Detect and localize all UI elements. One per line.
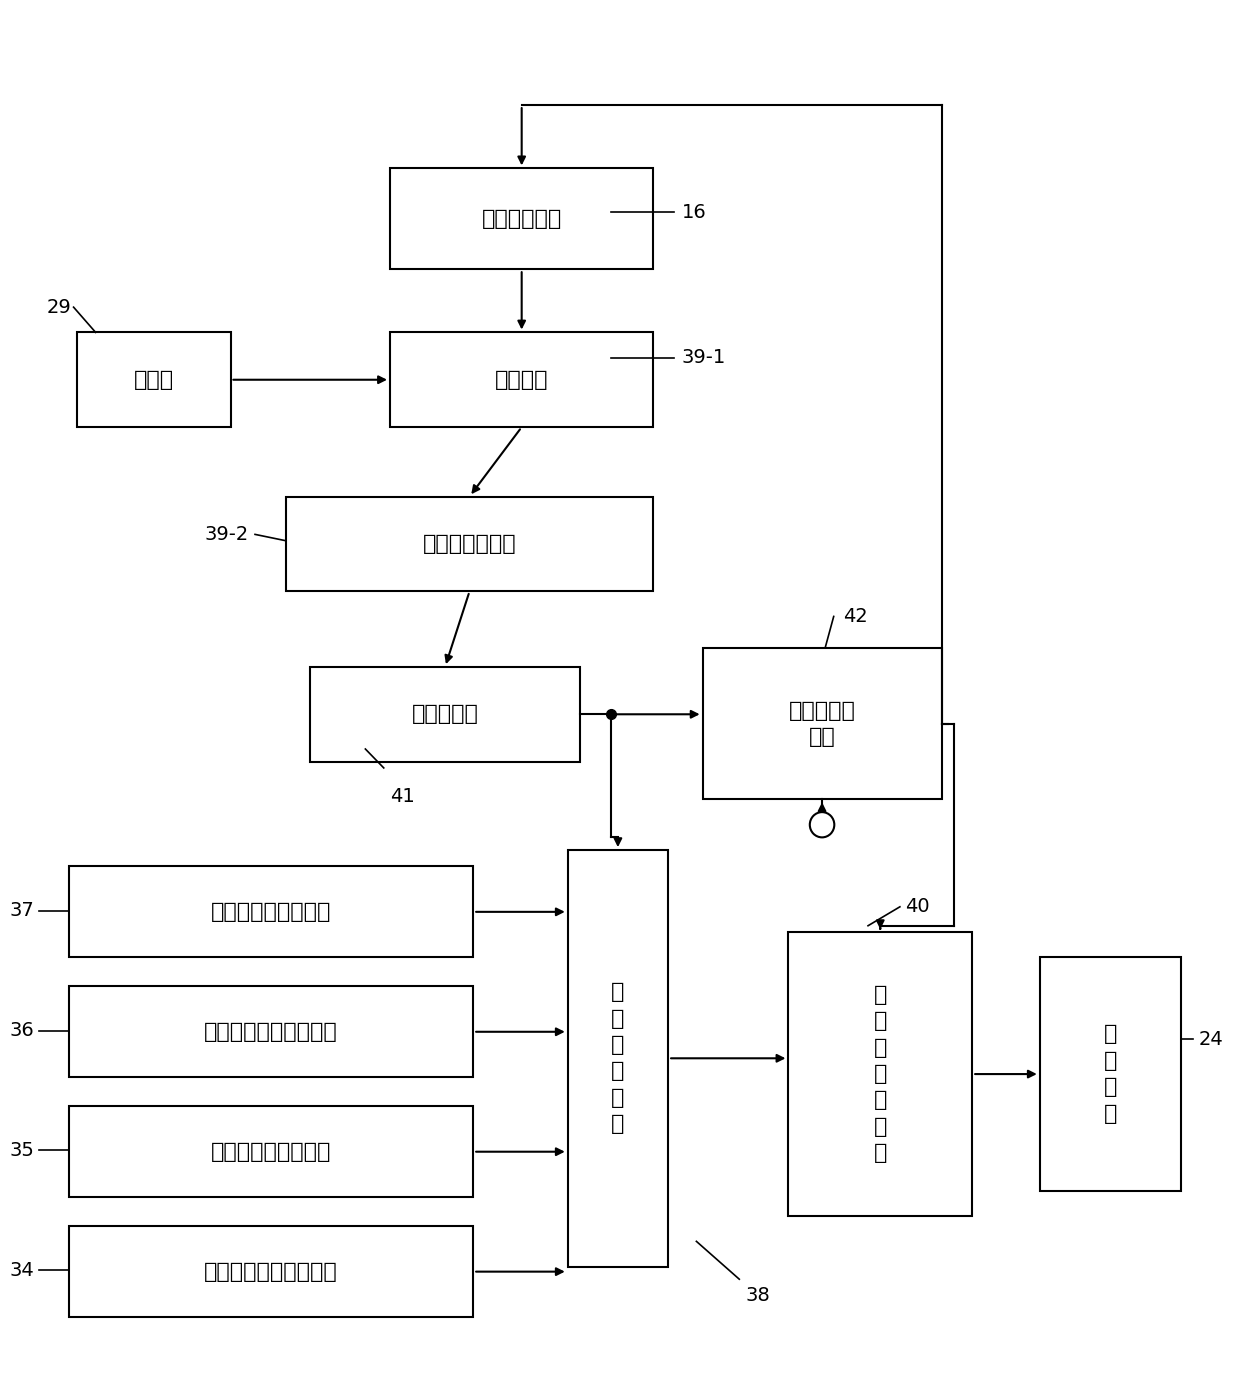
Text: 40: 40 [905, 897, 930, 916]
Text: 蓄电池充电电路: 蓄电池充电电路 [423, 534, 516, 553]
FancyBboxPatch shape [1039, 957, 1180, 1190]
FancyBboxPatch shape [77, 332, 231, 427]
Text: 丝杆套筒速度传感器: 丝杆套筒速度传感器 [211, 902, 331, 922]
Text: 34: 34 [10, 1261, 35, 1280]
Text: 压电片馈能电压传感器: 压电片馈能电压传感器 [205, 1261, 337, 1281]
Text: 非簧载质量速度传感器: 非簧载质量速度传感器 [205, 1021, 337, 1042]
Text: 第二可调电
流源: 第二可调电 流源 [789, 700, 856, 747]
Text: 第
一
可
调
电
流
源: 第 一 可 调 电 流 源 [874, 985, 887, 1164]
Text: 车载蓄电池: 车载蓄电池 [412, 704, 479, 724]
Text: 29: 29 [46, 298, 71, 317]
Text: 压电片: 压电片 [134, 370, 174, 390]
FancyBboxPatch shape [68, 986, 474, 1077]
FancyBboxPatch shape [68, 866, 474, 957]
Text: 38: 38 [745, 1285, 770, 1305]
FancyBboxPatch shape [568, 849, 668, 1267]
Text: 35: 35 [10, 1141, 35, 1160]
FancyBboxPatch shape [389, 332, 653, 427]
Text: 簧载质量速度传感器: 簧载质量速度传感器 [211, 1141, 331, 1162]
FancyBboxPatch shape [389, 168, 653, 270]
Text: 16: 16 [682, 203, 707, 222]
FancyBboxPatch shape [68, 1227, 474, 1317]
Text: 39-1: 39-1 [682, 348, 725, 367]
Circle shape [810, 812, 835, 837]
FancyBboxPatch shape [310, 666, 580, 761]
Text: 39-2: 39-2 [205, 525, 249, 543]
Text: 无刷直流电机: 无刷直流电机 [481, 208, 562, 229]
Text: 42: 42 [843, 606, 868, 626]
Text: 作
动
器
控
制
器: 作 动 器 控 制 器 [611, 982, 625, 1134]
Text: 41: 41 [389, 787, 414, 806]
Text: 36: 36 [10, 1021, 35, 1039]
FancyBboxPatch shape [789, 932, 972, 1217]
FancyBboxPatch shape [285, 496, 653, 591]
Text: 24: 24 [1199, 1030, 1224, 1049]
FancyBboxPatch shape [703, 648, 941, 799]
FancyBboxPatch shape [68, 1106, 474, 1197]
Text: 励
磁
线
圈: 励 磁 线 圈 [1104, 1024, 1117, 1123]
Text: 37: 37 [10, 901, 35, 921]
Text: 整流电路: 整流电路 [495, 370, 548, 390]
